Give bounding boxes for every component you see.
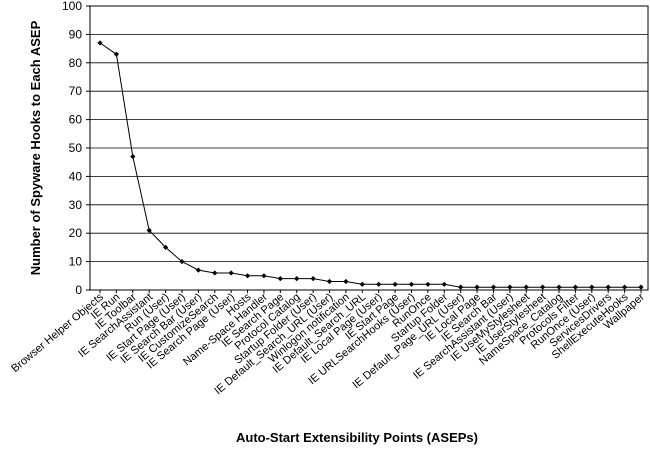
data-point (605, 284, 611, 290)
data-point (490, 284, 497, 290)
data-point (589, 284, 595, 290)
data-point (97, 40, 103, 46)
data-point (392, 281, 398, 287)
y-tick-label: 90 (69, 27, 83, 41)
data-point (162, 244, 169, 250)
data-point (277, 276, 283, 282)
data-point (113, 51, 119, 57)
data-point (638, 284, 644, 290)
data-point (622, 284, 628, 290)
y-tick-label: 60 (69, 113, 83, 127)
plot-area-frame (89, 5, 649, 291)
y-gridlines (90, 34, 648, 263)
y-tick-label: 40 (69, 169, 83, 183)
data-point (376, 281, 382, 287)
y-tick-label: 0 (75, 283, 82, 297)
data-point (326, 278, 333, 285)
data-point (179, 259, 185, 265)
data-point (523, 284, 529, 290)
data-point (572, 284, 579, 290)
y-tick-label: 50 (69, 141, 83, 155)
data-point (343, 278, 349, 285)
data-point (359, 281, 365, 287)
data-point (228, 270, 234, 276)
y-axis-title: Number of Spyware Hooks to Each ASEP (28, 20, 43, 275)
data-point (408, 281, 415, 287)
y-tick-label: 20 (69, 226, 83, 240)
x-category-label: Browser Helper Objects (9, 291, 106, 375)
series-line (99, 42, 641, 288)
y-tick-label: 100 (62, 0, 82, 13)
series-polyline (99, 42, 641, 288)
data-point (458, 284, 464, 290)
data-point (441, 281, 447, 287)
y-tick-label: 80 (69, 56, 83, 70)
series-markers (97, 40, 644, 290)
data-point (556, 284, 562, 290)
data-point (540, 284, 546, 290)
y-tick-label: 70 (69, 84, 83, 98)
y-tick-label: 10 (69, 255, 83, 269)
y-axis-ticks: 0 10 20 30 40 50 60 70 80 90 100 (62, 0, 90, 297)
data-point (507, 284, 513, 290)
data-point (212, 270, 218, 276)
data-point (146, 227, 152, 233)
data-point (474, 284, 480, 290)
data-point (425, 281, 431, 287)
data-point (294, 276, 300, 282)
data-point (195, 267, 201, 273)
y-tick-label: 30 (69, 198, 83, 212)
data-point (130, 153, 136, 160)
data-point (244, 273, 251, 279)
data-point (261, 273, 267, 279)
x-axis-title: Auto-Start Extensibility Points (ASEPs) (236, 430, 478, 445)
data-point (310, 276, 316, 282)
